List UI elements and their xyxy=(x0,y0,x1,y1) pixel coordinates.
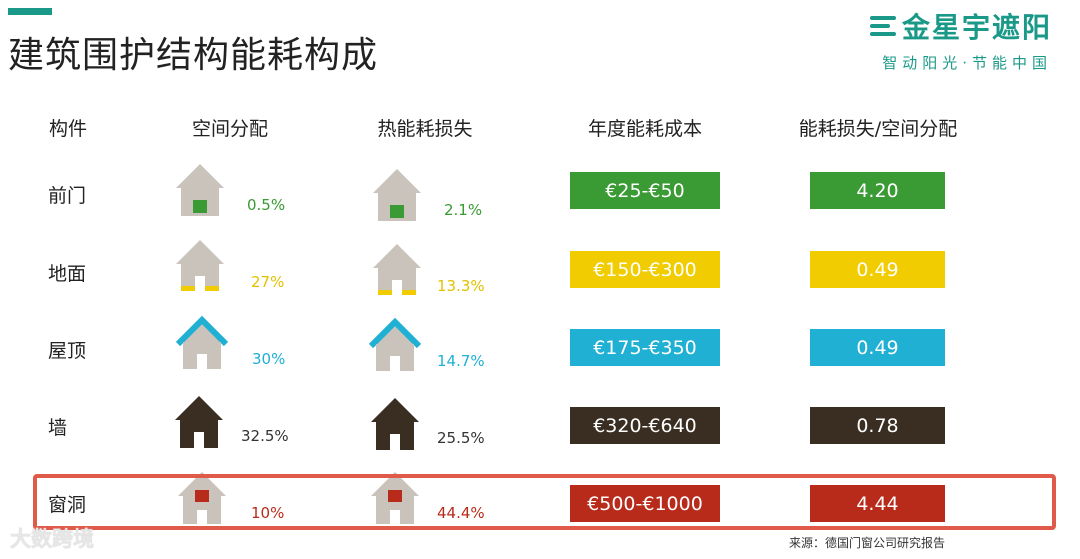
house-window-icon xyxy=(176,468,228,526)
house-wall-icon xyxy=(173,392,225,450)
annual-cost-badge: €320-€640 xyxy=(570,407,720,444)
header-loss-ratio: 能耗损失/空间分配 xyxy=(798,118,958,140)
row-label: 前门 xyxy=(48,185,87,207)
space-pct: 30% xyxy=(252,350,286,368)
title-accent-bar xyxy=(8,8,52,15)
space-pct: 0.5% xyxy=(247,196,286,214)
page-title: 建筑围护结构能耗构成 xyxy=(8,35,379,76)
heat-loss-pct: 14.7% xyxy=(437,352,485,370)
heat-loss-pct: 44.4% xyxy=(437,504,485,522)
house-window-icon xyxy=(369,468,421,526)
space-pct: 32.5% xyxy=(241,427,289,445)
row-label: 墙 xyxy=(48,417,68,439)
space-pct: 10% xyxy=(251,504,285,522)
loss-ratio-badge: 0.49 xyxy=(810,329,945,366)
heat-loss-pct: 2.1% xyxy=(444,201,483,219)
watermark: 大数跨境 xyxy=(10,527,94,551)
house-roof-icon xyxy=(369,316,421,374)
window-row-highlight xyxy=(33,474,1056,530)
source-note: 来源：德国门窗公司研究报告 xyxy=(788,536,945,550)
house-door-icon xyxy=(371,165,423,223)
brand-tagline: 智动阳光·节能中国 xyxy=(882,54,1052,72)
space-pct: 27% xyxy=(251,273,285,291)
loss-ratio-badge: 4.20 xyxy=(810,172,945,209)
loss-ratio-badge: 0.49 xyxy=(810,251,945,288)
brand-mark-icon xyxy=(869,13,896,39)
brand-logo: 金星宇遮阳 智动阳光·节能中国 xyxy=(869,6,1052,73)
annual-cost-badge: €500-€1000 xyxy=(570,485,720,522)
house-floor-icon xyxy=(371,240,423,298)
header-annual-cost: 年度能耗成本 xyxy=(587,118,703,140)
brand-name: 金星宇遮阳 xyxy=(901,11,1052,44)
loss-ratio-badge: 0.78 xyxy=(810,407,945,444)
house-roof-icon xyxy=(176,314,228,372)
annual-cost-badge: €175-€350 xyxy=(570,329,720,366)
heat-loss-pct: 13.3% xyxy=(437,277,485,295)
loss-ratio-badge: 4.44 xyxy=(810,485,945,522)
header-space-allocation: 空间分配 xyxy=(191,118,269,140)
house-wall-icon xyxy=(369,394,421,452)
row-label: 屋顶 xyxy=(48,340,87,362)
annual-cost-badge: €150-€300 xyxy=(570,251,720,288)
house-door-icon xyxy=(174,160,226,218)
header-heat-loss: 热能耗损失 xyxy=(377,118,473,140)
header-component: 构件 xyxy=(48,118,88,140)
house-floor-icon xyxy=(174,236,226,294)
row-label: 窗洞 xyxy=(48,494,87,516)
annual-cost-badge: €25-€50 xyxy=(570,172,720,209)
row-label: 地面 xyxy=(48,263,87,285)
heat-loss-pct: 25.5% xyxy=(437,429,485,447)
